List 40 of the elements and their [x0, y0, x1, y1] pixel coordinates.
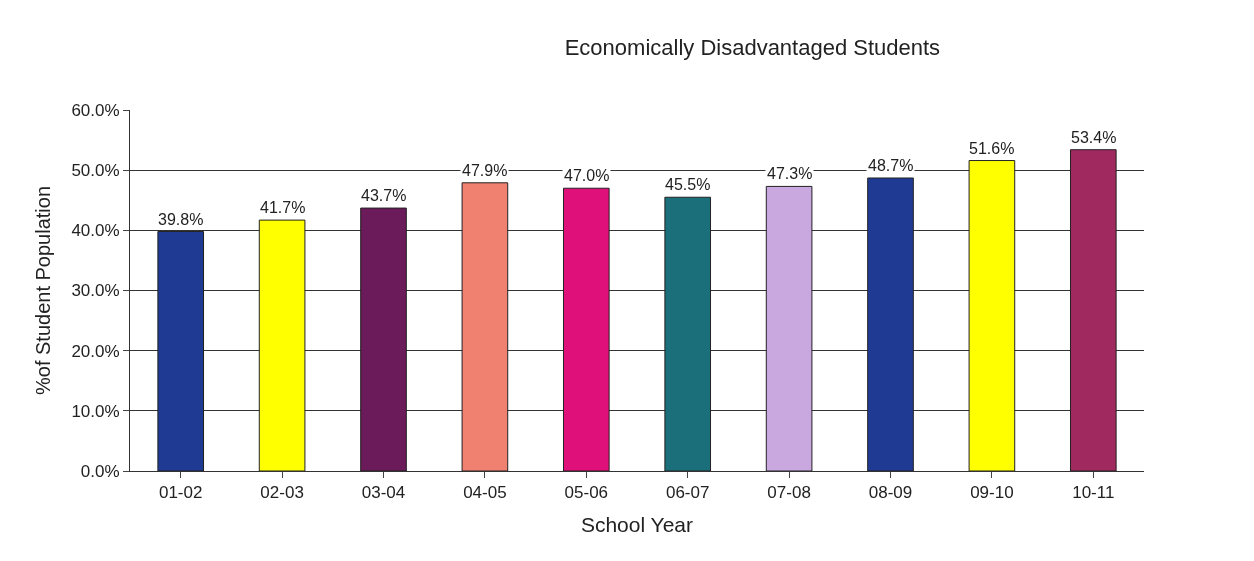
- x-tick-label: 05-06: [564, 483, 609, 503]
- y-tick-label: 60.0%: [71, 100, 120, 120]
- data-label: 51.6%: [969, 140, 1015, 157]
- data-label: 41.7%: [260, 199, 306, 216]
- data-label: 39.8%: [158, 211, 204, 228]
- data-label: 53.4%: [1071, 129, 1117, 146]
- x-tick-label: 04-05: [463, 483, 507, 503]
- data-label: 47.3%: [767, 165, 813, 182]
- y-tick-label: 30.0%: [71, 281, 120, 301]
- bar: [664, 196, 712, 471]
- bar: [258, 219, 306, 471]
- x-tick-label: 10-11: [1072, 483, 1115, 503]
- bar: [1069, 149, 1117, 471]
- data-label: 47.0%: [564, 167, 610, 184]
- chart-title: Economically Disadvantaged Students: [564, 34, 941, 60]
- x-tick-label: 07-08: [767, 483, 811, 503]
- bar: [157, 231, 205, 471]
- x-tick-label: 02-03: [260, 483, 304, 503]
- bar: [461, 182, 509, 471]
- bar: [968, 160, 1016, 471]
- bar: [360, 207, 407, 471]
- y-tick-label: 50.0%: [71, 161, 120, 181]
- x-tick-label: 01-02: [158, 483, 203, 503]
- data-label: 47.9%: [462, 162, 508, 179]
- data-label: 43.7%: [361, 187, 407, 204]
- y-tick-label: 20.0%: [71, 341, 120, 361]
- data-label: 48.7%: [868, 157, 914, 174]
- bar: [562, 187, 610, 471]
- y-tick-label: 10.0%: [71, 401, 120, 421]
- x-tick-label: 09-10: [970, 483, 1014, 503]
- x-tick-label: 03-04: [361, 483, 406, 503]
- y-tick-label: 40.0%: [71, 221, 120, 241]
- bar: [765, 185, 813, 471]
- data-label: 45.5%: [665, 176, 711, 193]
- bar: [867, 177, 914, 471]
- x-tick-label: 08-09: [868, 483, 913, 503]
- x-tick-label: 06-07: [665, 483, 710, 503]
- y-axis-title: %of Student Population: [31, 185, 54, 396]
- x-axis-title: School Year: [580, 512, 694, 536]
- y-tick-label: 0.0%: [80, 461, 120, 481]
